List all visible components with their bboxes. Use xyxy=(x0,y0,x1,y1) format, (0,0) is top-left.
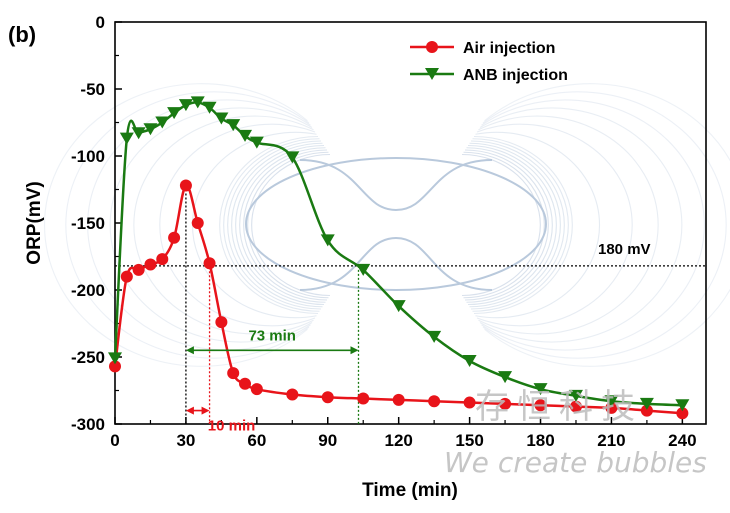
data-point-anb xyxy=(462,355,477,368)
data-point-anb xyxy=(604,395,619,408)
data-point-anb xyxy=(226,119,241,132)
y-tick-label: -100 xyxy=(71,147,105,166)
data-point-air xyxy=(144,258,157,271)
data-point-anb xyxy=(155,116,170,129)
legend-anb-marker xyxy=(425,68,439,80)
data-point-anb xyxy=(639,397,654,410)
data-point-air xyxy=(640,404,653,417)
watermark-cn: 存恒科技 xyxy=(475,387,643,427)
data-point-air xyxy=(109,360,121,373)
data-point-anb xyxy=(131,127,146,140)
data-point-air xyxy=(120,270,133,283)
data-point-anb xyxy=(391,300,406,313)
data-point-anb xyxy=(202,101,217,114)
data-point-anb xyxy=(356,263,371,276)
y-tick-label: -250 xyxy=(71,348,105,367)
y-tick-label: 0 xyxy=(96,13,105,32)
data-point-anb xyxy=(143,123,158,136)
data-point-air xyxy=(499,397,512,410)
annotation-label: 10 min xyxy=(208,418,256,435)
data-point-air xyxy=(428,395,441,408)
data-point-air xyxy=(215,316,228,329)
data-point-air xyxy=(392,393,405,406)
data-point-air xyxy=(357,392,370,405)
data-point-anb xyxy=(533,383,548,396)
annotations: 73 min 10 min xyxy=(185,327,359,435)
data-point-air xyxy=(168,231,181,244)
data-point-air xyxy=(534,399,547,412)
data-point-anb xyxy=(108,352,122,365)
data-point-air xyxy=(321,391,334,404)
legend: Air injection ANB injection xyxy=(410,40,568,84)
data-point-air xyxy=(156,253,169,266)
x-tick-label: 120 xyxy=(384,431,412,450)
data-point-anb xyxy=(238,129,253,142)
data-point-anb xyxy=(119,132,134,145)
x-tick-label: 210 xyxy=(597,431,625,450)
data-point-air xyxy=(132,263,145,276)
data-point-anb xyxy=(498,371,513,384)
y-axis-title: ORP(mV) xyxy=(24,181,45,264)
legend-anb-label: ANB injection xyxy=(463,67,568,84)
data-point-anb xyxy=(285,151,300,164)
data-point-anb xyxy=(214,112,229,125)
arrow-head-left xyxy=(185,406,194,415)
annotation-label: 73 min xyxy=(248,327,296,344)
axis-ticks: 0 30 60 90 120 150 180 210 240 0 -50 -100 -150 -200 -2… xyxy=(71,13,697,450)
data-point-anb xyxy=(320,234,335,247)
x-tick-label: 240 xyxy=(668,431,696,450)
data-point-air xyxy=(676,407,689,420)
arrow-head-right xyxy=(350,346,359,355)
x-axis-title: Time (min) xyxy=(362,480,458,501)
data-point-air xyxy=(250,383,263,396)
guide-lines: 180 mV xyxy=(115,185,706,424)
data-point-air xyxy=(227,367,240,380)
data-point-anb xyxy=(190,96,205,109)
data-point-air xyxy=(605,401,618,414)
x-tick-label: 0 xyxy=(110,431,119,450)
y-tick-label: -150 xyxy=(71,214,105,233)
data-point-air xyxy=(179,179,192,192)
x-tick-label: 150 xyxy=(455,431,483,450)
x-tick-label: 180 xyxy=(526,431,554,450)
data-point-anb xyxy=(178,99,193,112)
data-point-anb xyxy=(167,107,182,120)
data-point-air xyxy=(463,396,476,409)
y-tick-label: -50 xyxy=(80,80,105,99)
series-markers xyxy=(108,96,690,420)
x-tick-label: 30 xyxy=(176,431,195,450)
legend-air-label: Air injection xyxy=(463,40,555,57)
data-point-anb xyxy=(249,136,264,149)
data-point-air xyxy=(569,400,582,413)
legend-air-marker xyxy=(426,41,438,53)
arrow-head-right xyxy=(201,406,210,415)
x-tick-label: 90 xyxy=(318,431,337,450)
data-point-air xyxy=(286,388,299,401)
panel-label: (b) xyxy=(8,22,36,47)
data-point-anb xyxy=(427,330,442,343)
data-point-air xyxy=(239,377,252,390)
watermark-en: We create bubbles xyxy=(444,446,707,479)
data-point-anb xyxy=(568,389,583,402)
data-point-air xyxy=(203,257,216,270)
watermark-logo xyxy=(43,83,730,367)
reference-label: 180 mV xyxy=(598,241,651,258)
y-tick-label: -200 xyxy=(71,281,105,300)
arrow-head-left xyxy=(185,346,194,355)
y-tick-label: -300 xyxy=(71,415,105,434)
data-point-air xyxy=(191,217,204,229)
data-point-anb xyxy=(675,399,690,412)
x-tick-label: 60 xyxy=(247,431,266,450)
